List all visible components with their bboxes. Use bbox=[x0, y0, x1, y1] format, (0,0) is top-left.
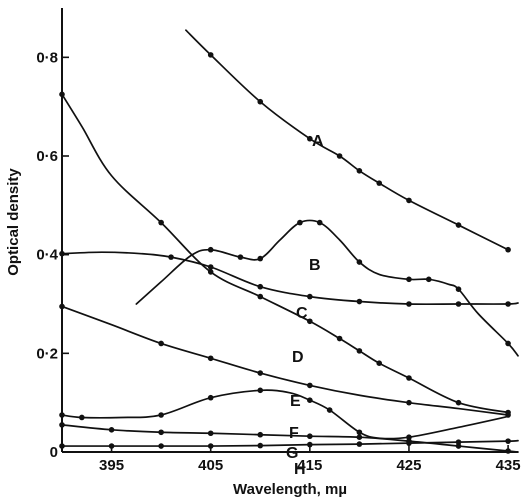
series-d-point bbox=[376, 360, 383, 367]
series-c-point bbox=[406, 301, 412, 307]
series-f-point bbox=[207, 394, 214, 401]
series-b-label: B bbox=[309, 257, 321, 274]
series-g-point bbox=[307, 433, 313, 440]
y-axis-title: Optical density bbox=[5, 168, 22, 276]
series-h-point bbox=[505, 438, 511, 444]
series-g-point bbox=[158, 429, 164, 436]
axes-layer bbox=[61, 8, 518, 453]
series-a-point bbox=[207, 52, 214, 58]
series-b-point bbox=[237, 254, 244, 260]
series-d-label: D bbox=[292, 349, 304, 366]
series-a-label: A bbox=[312, 133, 324, 150]
series-d-point bbox=[307, 318, 313, 325]
series-h-point bbox=[406, 440, 412, 446]
series-a-point bbox=[406, 197, 412, 204]
series-a-line bbox=[185, 29, 509, 251]
series-g-point bbox=[257, 431, 264, 438]
x-tick-label: 405 bbox=[198, 457, 223, 474]
series-c-point bbox=[356, 298, 363, 305]
series-c-point bbox=[207, 264, 214, 270]
series-g-point bbox=[207, 430, 214, 437]
y-tick-label: 0 bbox=[50, 444, 58, 461]
series-a-point bbox=[505, 246, 511, 253]
series-h-point bbox=[455, 439, 462, 445]
series-e-point bbox=[257, 370, 264, 376]
x-axis-title: Wavelength, mµ bbox=[233, 481, 347, 498]
series-c-point bbox=[505, 301, 511, 307]
series-b-point bbox=[297, 219, 303, 226]
series-f-line bbox=[61, 389, 509, 440]
series-b-point bbox=[505, 340, 511, 347]
series-d-point bbox=[455, 399, 462, 406]
series-c-line bbox=[61, 251, 519, 306]
series-d-point bbox=[406, 375, 412, 381]
series-b-point bbox=[207, 246, 214, 253]
series-d-point bbox=[336, 335, 343, 342]
series-a-point bbox=[356, 168, 363, 174]
x-tick-label: 425 bbox=[396, 457, 421, 474]
series-b-point bbox=[356, 259, 363, 265]
series-d-point bbox=[257, 293, 264, 300]
series-e-point bbox=[158, 340, 164, 347]
series-g-point bbox=[108, 427, 115, 433]
series-f-point bbox=[406, 434, 412, 441]
series-a-point bbox=[455, 222, 462, 228]
series-g-label: G bbox=[286, 445, 298, 462]
y-ticks: 0 0·2 0·4 0·6 0·8 bbox=[36, 49, 69, 461]
series-c-point bbox=[257, 283, 264, 290]
x-tick-label: 415 bbox=[297, 457, 322, 474]
series-h-point bbox=[257, 442, 264, 449]
y-tick-label: 0·4 bbox=[36, 247, 58, 264]
series-e-label: E bbox=[290, 393, 301, 410]
series-c-point bbox=[307, 293, 313, 300]
series-c-point bbox=[168, 254, 174, 260]
series-a-point bbox=[307, 135, 313, 142]
series-e-point bbox=[207, 355, 214, 362]
series-b-point bbox=[425, 276, 432, 283]
series-f-label: F bbox=[289, 425, 299, 442]
x-tick-label: 395 bbox=[99, 457, 124, 474]
series-h-label: H bbox=[294, 461, 306, 478]
series-d-point bbox=[158, 219, 164, 226]
x-tick-label: 435 bbox=[496, 457, 521, 474]
series-f-point bbox=[158, 412, 164, 418]
series-a-point bbox=[376, 180, 383, 186]
series-f-point bbox=[356, 429, 363, 436]
series-e-point bbox=[307, 382, 313, 389]
series-b-point bbox=[406, 276, 412, 283]
series-h-point bbox=[356, 441, 363, 447]
y-tick-label: 0·8 bbox=[36, 49, 58, 66]
series-b-point bbox=[316, 219, 323, 226]
y-tick-label: 0·2 bbox=[36, 345, 58, 362]
series-d-point bbox=[356, 348, 363, 354]
x-ticks: 395 405 415 425 435 bbox=[99, 445, 521, 474]
series-e-point bbox=[406, 399, 412, 406]
series-c-label: C bbox=[296, 305, 308, 322]
curves-layer bbox=[59, 29, 519, 454]
series-d-point bbox=[207, 269, 214, 275]
series-g-point bbox=[455, 443, 462, 449]
y-tick-label: 0·6 bbox=[36, 148, 58, 165]
series-f-point bbox=[257, 387, 264, 394]
series-a-point bbox=[336, 153, 343, 159]
series-f-point bbox=[326, 407, 333, 413]
series-b-point bbox=[455, 286, 462, 293]
series-f-point bbox=[307, 397, 313, 404]
series-f-point bbox=[79, 414, 85, 421]
series-e-line bbox=[61, 305, 509, 416]
series-g-point bbox=[356, 434, 363, 441]
series-h-point bbox=[307, 441, 313, 448]
series-a-point bbox=[257, 98, 264, 105]
series-b-point bbox=[257, 255, 264, 262]
series-c-point bbox=[455, 301, 462, 307]
series-h-point bbox=[158, 443, 164, 449]
